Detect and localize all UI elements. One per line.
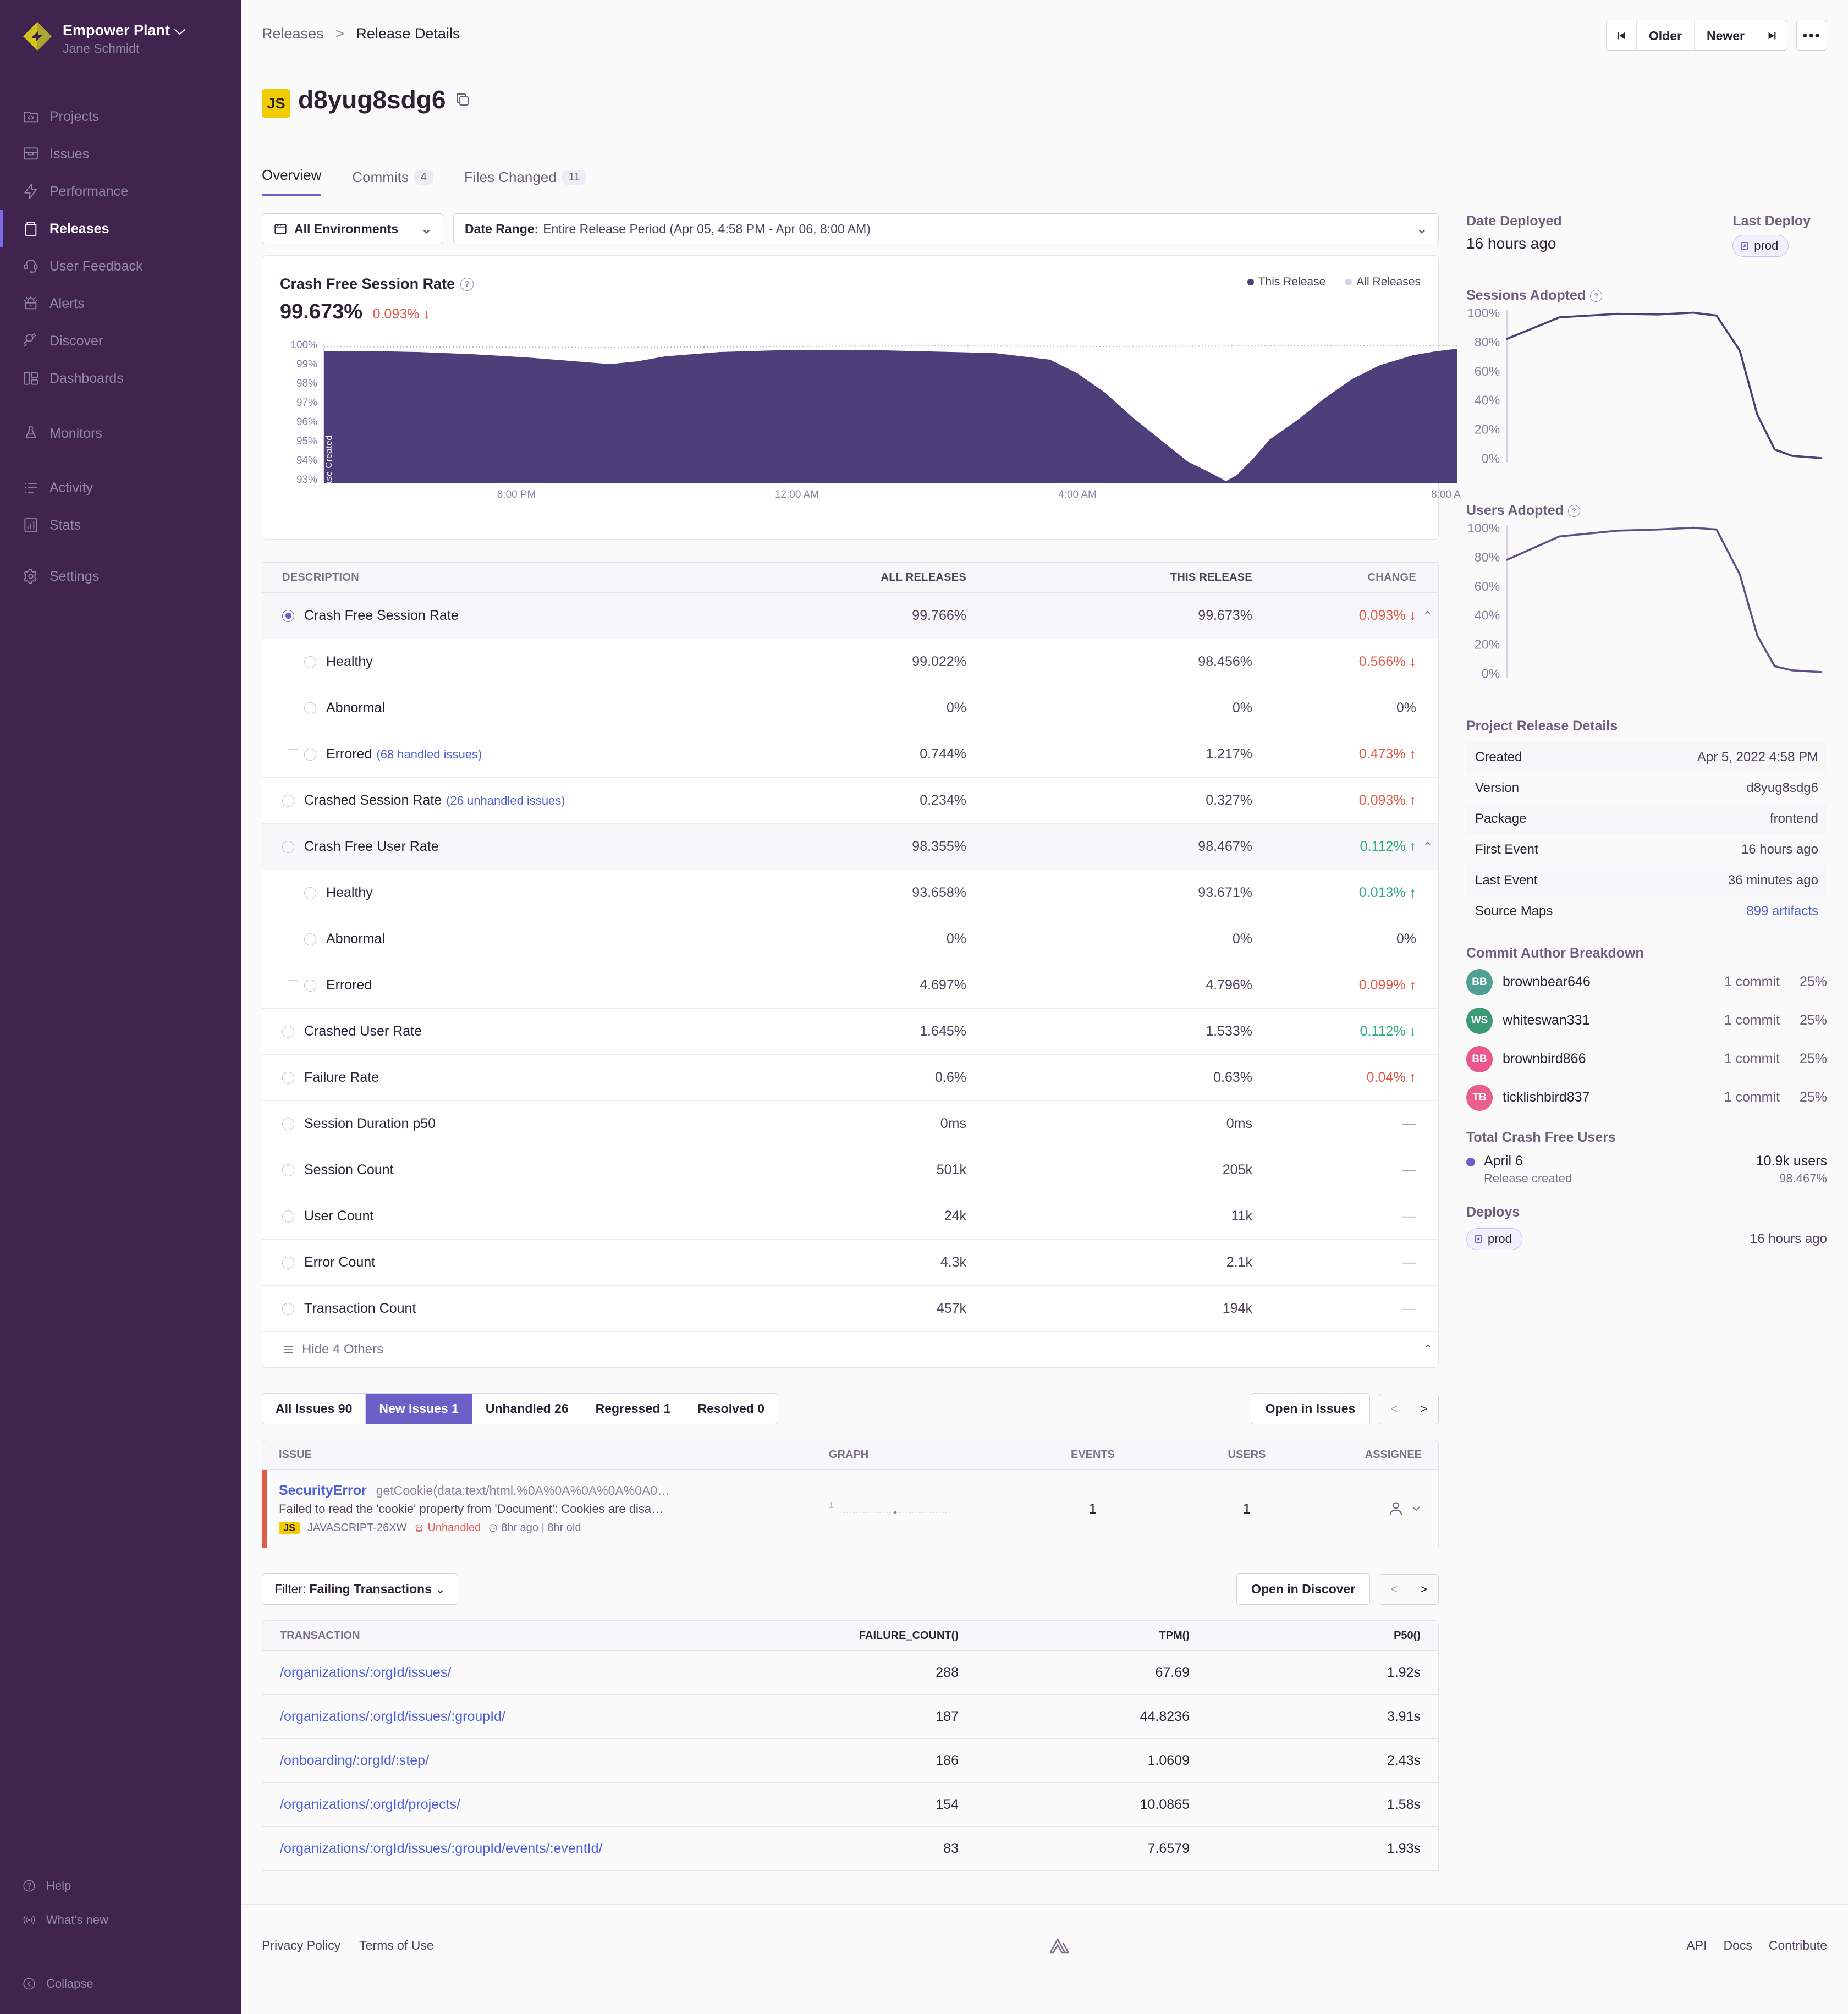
svg-text:12:00 AM: 12:00 AM (775, 489, 819, 500)
svg-text:94%: 94% (296, 455, 317, 466)
svg-text:100%: 100% (1467, 522, 1500, 535)
svg-text:95%: 95% (296, 436, 317, 447)
svg-text:8:00 PM: 8:00 PM (497, 489, 536, 500)
svg-text:96%: 96% (296, 416, 317, 428)
svg-text:20%: 20% (1475, 637, 1500, 652)
svg-text:100%: 100% (1467, 307, 1500, 320)
svg-text:100%: 100% (290, 339, 317, 351)
svg-text:0%: 0% (1482, 667, 1500, 681)
svg-text:1: 1 (829, 1501, 834, 1510)
svg-text:93%: 93% (296, 474, 317, 486)
svg-text:60%: 60% (1475, 579, 1500, 593)
svg-text:80%: 80% (1475, 550, 1500, 564)
svg-text:20%: 20% (1475, 422, 1500, 437)
svg-text:80%: 80% (1475, 335, 1500, 349)
svg-text:40%: 40% (1475, 393, 1500, 408)
svg-text:4:00 AM: 4:00 AM (1058, 489, 1097, 500)
svg-text:98%: 98% (296, 378, 317, 389)
svg-text:60%: 60% (1475, 364, 1500, 378)
svg-text:0%: 0% (1482, 452, 1500, 466)
svg-text:97%: 97% (296, 397, 317, 409)
svg-text:40%: 40% (1475, 608, 1500, 623)
svg-text:99%: 99% (296, 359, 317, 370)
svg-text:Release Created: Release Created (324, 435, 334, 505)
